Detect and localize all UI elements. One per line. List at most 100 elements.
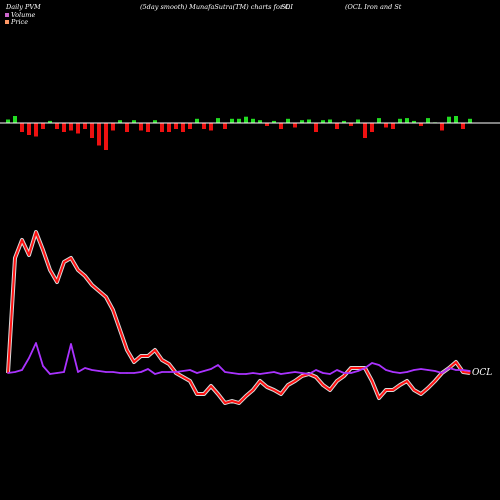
volume-point [385, 369, 387, 371]
volume-point [427, 369, 429, 371]
volume-point [49, 373, 51, 375]
price-point [301, 375, 303, 377]
volume-bar [468, 118, 472, 123]
volume-bar [34, 123, 38, 137]
volume-point [196, 372, 198, 374]
price-point [294, 380, 296, 382]
volume-point [168, 371, 170, 373]
price-point [126, 349, 128, 351]
volume-point [294, 371, 296, 373]
price-point [434, 380, 436, 382]
volume-point [329, 373, 331, 375]
volume-bar [139, 123, 143, 131]
volume-bar [202, 123, 206, 129]
volume-bar [125, 123, 129, 132]
volume-bar [419, 123, 423, 126]
volume-bar [307, 119, 311, 123]
volume-point [399, 372, 401, 374]
legend-price-label: Price [10, 18, 28, 26]
volume-point [406, 371, 408, 373]
volume-bar [314, 123, 318, 132]
volume-bar [377, 118, 381, 123]
volume-point [189, 369, 191, 371]
price-point [154, 349, 156, 351]
volume-bar [244, 116, 248, 123]
price-point [413, 389, 415, 391]
header-left: Daily PVM [5, 3, 41, 11]
price-point [266, 386, 268, 388]
price-point [462, 371, 464, 373]
price-point [63, 261, 65, 263]
volume-point [357, 370, 359, 372]
volume-point [343, 372, 345, 374]
price-point [112, 309, 114, 311]
price-point [224, 402, 226, 404]
volume-point [112, 371, 114, 373]
volume-bar [216, 118, 220, 123]
volume-bar [6, 119, 10, 123]
volume-bar [258, 120, 262, 123]
volume-point [91, 369, 93, 371]
volume-bars [6, 116, 472, 150]
price-point [315, 376, 317, 378]
volume-point [378, 364, 380, 366]
volume-bar [391, 123, 395, 129]
volume-bar [104, 123, 108, 150]
volume-bar [188, 123, 192, 129]
volume-point [56, 372, 58, 374]
price-point [336, 380, 338, 382]
volume-point [322, 372, 324, 374]
price-point [56, 281, 58, 283]
volume-point [84, 367, 86, 369]
price-point [84, 275, 86, 277]
volume-bar [356, 119, 360, 123]
volume-bar [251, 118, 255, 123]
price-point [259, 380, 261, 382]
volume-bar [363, 123, 367, 138]
volume-bar [321, 120, 325, 123]
volume-bar [328, 119, 332, 123]
volume-point [133, 372, 135, 374]
volume-point [371, 362, 373, 364]
volume-point [301, 372, 303, 374]
price-point [273, 389, 275, 391]
volume-bar [132, 120, 136, 123]
volume-point [245, 373, 247, 375]
volume-bar [181, 123, 185, 132]
volume-point [350, 372, 352, 374]
price-point [105, 296, 107, 298]
volume-bar [167, 123, 171, 132]
volume-point [462, 369, 464, 371]
price-point [133, 361, 135, 363]
price-point [21, 239, 23, 241]
price-point [455, 361, 457, 363]
volume-point [154, 373, 156, 375]
volume-bar [48, 120, 52, 123]
header-center-right: SL [281, 3, 290, 11]
price-point [35, 231, 37, 233]
volume-bar [160, 123, 164, 132]
price-point [196, 393, 198, 395]
volume-bar [118, 120, 122, 123]
volume-point [210, 368, 212, 370]
volume-bar [223, 123, 227, 129]
volume-bar [265, 123, 269, 126]
price-point [245, 395, 247, 397]
price-point [322, 384, 324, 386]
volume-point [21, 369, 23, 371]
volume-point [140, 371, 142, 373]
volume-bar [146, 123, 150, 132]
volume-point [455, 369, 457, 371]
volume-bar [349, 123, 353, 126]
price-point [378, 397, 380, 399]
volume-bar [90, 123, 94, 138]
price-point [14, 257, 16, 259]
line-points [7, 231, 471, 404]
volume-bar [20, 123, 24, 132]
volume-point [252, 372, 254, 374]
price-point [238, 402, 240, 404]
volume-point [413, 369, 415, 371]
price-point [210, 385, 212, 387]
